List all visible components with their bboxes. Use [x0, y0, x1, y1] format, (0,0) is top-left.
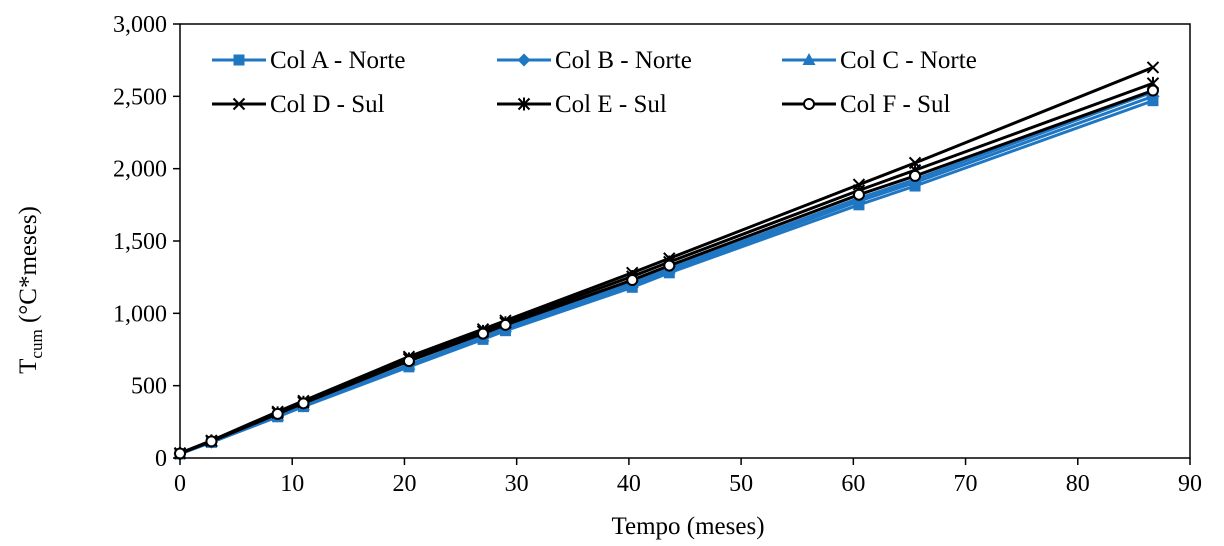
legend-label: Col B - Norte [555, 47, 692, 74]
legend-item: Col A - Norte [212, 47, 405, 74]
x-tick-label: 40 [617, 471, 641, 497]
y-axis-title-unit: (°C*meses) [15, 206, 42, 329]
y-tick-label: 500 [131, 374, 167, 400]
legend-label: Col C - Norte [840, 47, 977, 74]
data-point [499, 318, 512, 331]
data-point [626, 274, 639, 287]
x-axis-title: Tempo (meses) [611, 513, 764, 540]
data-point [402, 355, 415, 368]
y-axis-title-subscript: cum [27, 329, 46, 358]
series-line [179, 89, 1154, 455]
y-tick-label: 1,000 [113, 301, 167, 327]
y-tick-label: 2,500 [113, 84, 167, 110]
legend-item: Col B - Norte [497, 47, 692, 74]
y-tick-label: 3,000 [113, 12, 167, 38]
legend-item: Col C - Norte [782, 47, 977, 74]
x-tick-label: 30 [505, 471, 529, 497]
legend-marker [233, 54, 245, 66]
y-axis-title-main: T [15, 359, 42, 374]
legend-label: Col F - Sul [840, 91, 951, 118]
data-point [852, 188, 865, 201]
y-tick-label: 0 [155, 446, 167, 472]
legend-label: Col E - Sul [555, 91, 667, 118]
x-tick-label: 0 [174, 471, 186, 497]
legend-marker [802, 53, 816, 65]
legend-label: Col D - Sul [270, 91, 385, 118]
y-tick-label: 2,000 [113, 157, 167, 183]
x-tick-label: 60 [841, 471, 865, 497]
x-tick-label: 20 [392, 471, 416, 497]
series-1 [174, 95, 1159, 460]
data-point [909, 169, 922, 182]
data-point [205, 435, 218, 448]
x-tick-label: 50 [729, 471, 753, 497]
x-tick-label: 90 [1178, 471, 1202, 497]
data-point [271, 407, 284, 420]
legend-label: Col A - Norte [270, 47, 405, 74]
legend-item: Col F - Sul [782, 91, 951, 118]
y-tick-label: 1,500 [113, 229, 167, 255]
legend-item: Col E - Sul [497, 91, 667, 118]
y-axis-title: Tcum (°C*meses) [15, 206, 46, 374]
legend-marker [232, 97, 246, 111]
data-point [1146, 61, 1160, 74]
series-line [179, 90, 1154, 456]
legend-item: Col D - Sul [212, 91, 385, 118]
legend-marker [517, 97, 531, 111]
data-point [663, 259, 676, 272]
data-point [1146, 84, 1159, 97]
series-6 [174, 84, 1159, 460]
legend-marker [517, 53, 531, 67]
data-point [174, 447, 186, 460]
x-tick-label: 70 [954, 471, 978, 497]
data-point [297, 397, 310, 410]
data-point [477, 327, 489, 340]
x-tick-label: 10 [280, 471, 304, 497]
x-tick-label: 80 [1066, 471, 1090, 497]
legend-marker [803, 98, 815, 110]
